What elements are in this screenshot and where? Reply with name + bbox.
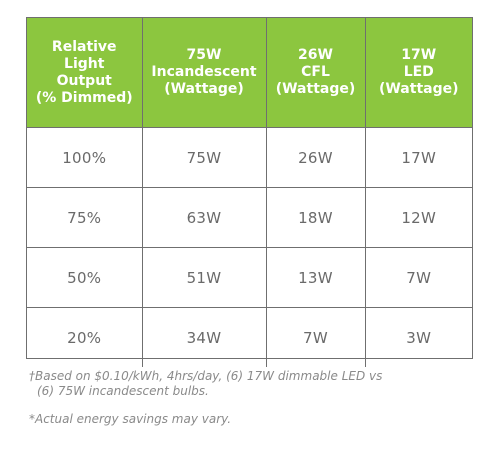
table-cell-dim-level: 100% xyxy=(27,127,143,188)
header-relative-light-output: Relative Light Output (% Dimmed) xyxy=(27,18,143,128)
table-row: 75% 63W 18W 12W xyxy=(27,187,472,248)
table-cell-led: 3W xyxy=(406,328,432,347)
table-cell-led: 17W xyxy=(365,127,472,188)
table-row: 50% 51W 13W 7W xyxy=(27,247,472,308)
footnote-basis-line1: †Based on $0.10/kWh, 4hrs/day, (6) 17W d… xyxy=(29,369,383,383)
table-row: 20% 34W 7W 3W xyxy=(27,307,472,367)
header-line: 17W xyxy=(401,47,437,63)
header-row: Relative Light Output (% Dimmed) 75W Inc… xyxy=(27,18,472,128)
header-line: 75W xyxy=(186,47,222,63)
wattage-comparison-table-container: Relative Light Output (% Dimmed) 75W Inc… xyxy=(26,17,473,367)
header-line: (% Dimmed) xyxy=(35,89,133,106)
table-cell-cfl: 7W xyxy=(266,307,366,367)
header-line: (Wattage) xyxy=(378,81,459,97)
footnote-basis: †Based on $0.10/kWh, 4hrs/day, (6) 17W d… xyxy=(29,369,469,399)
header-line: (Wattage) xyxy=(275,81,356,97)
table-cell-cfl: 26W xyxy=(266,127,366,188)
header-line: CFL xyxy=(301,64,330,80)
table-cell-dim-level: 75% xyxy=(27,187,143,248)
table-header: Relative Light Output (% Dimmed) 75W Inc… xyxy=(27,18,472,128)
table-row: 100% 75W 26W 17W xyxy=(27,127,472,188)
table-cell-incandescent: 51W xyxy=(142,247,267,308)
wattage-comparison-table: Relative Light Output (% Dimmed) 75W Inc… xyxy=(27,18,472,367)
table-cell-dim-level: 50% xyxy=(27,247,143,308)
header-cfl: 26W CFL (Wattage) xyxy=(266,18,366,128)
table-cell-led: 7W xyxy=(365,247,472,308)
table-cell-cfl: 13W xyxy=(266,247,366,308)
table-cell-incandescent: 63W xyxy=(142,187,267,248)
header-line: Light xyxy=(64,55,105,72)
header-line: Relative xyxy=(51,38,117,55)
table-cell-cfl: 18W xyxy=(266,187,366,248)
table-cell-incandescent: 34W xyxy=(142,307,267,367)
header-line: 26W xyxy=(298,47,333,63)
header-incandescent: 75W Incandescent (Wattage) xyxy=(142,18,267,128)
table-body: 100% 75W 26W 17W 75% 63W 18W 12W 50% 51W… xyxy=(27,127,472,367)
header-line: (Wattage) xyxy=(164,81,244,97)
header-line: Incandescent xyxy=(151,64,257,80)
header-line: Output xyxy=(56,72,112,89)
table-cell-dim-level: 20% xyxy=(27,307,143,367)
table-cell-led: 12W xyxy=(365,187,472,248)
header-line: LED xyxy=(403,64,434,80)
footnote-basis-line2: (6) 75W incandescent bulbs. xyxy=(37,384,209,398)
footnote-savings-disclaimer: *Actual energy savings may vary. xyxy=(29,412,232,426)
header-led: 17W LED (Wattage) xyxy=(365,18,472,128)
table-cell-incandescent: 75W xyxy=(142,127,267,188)
